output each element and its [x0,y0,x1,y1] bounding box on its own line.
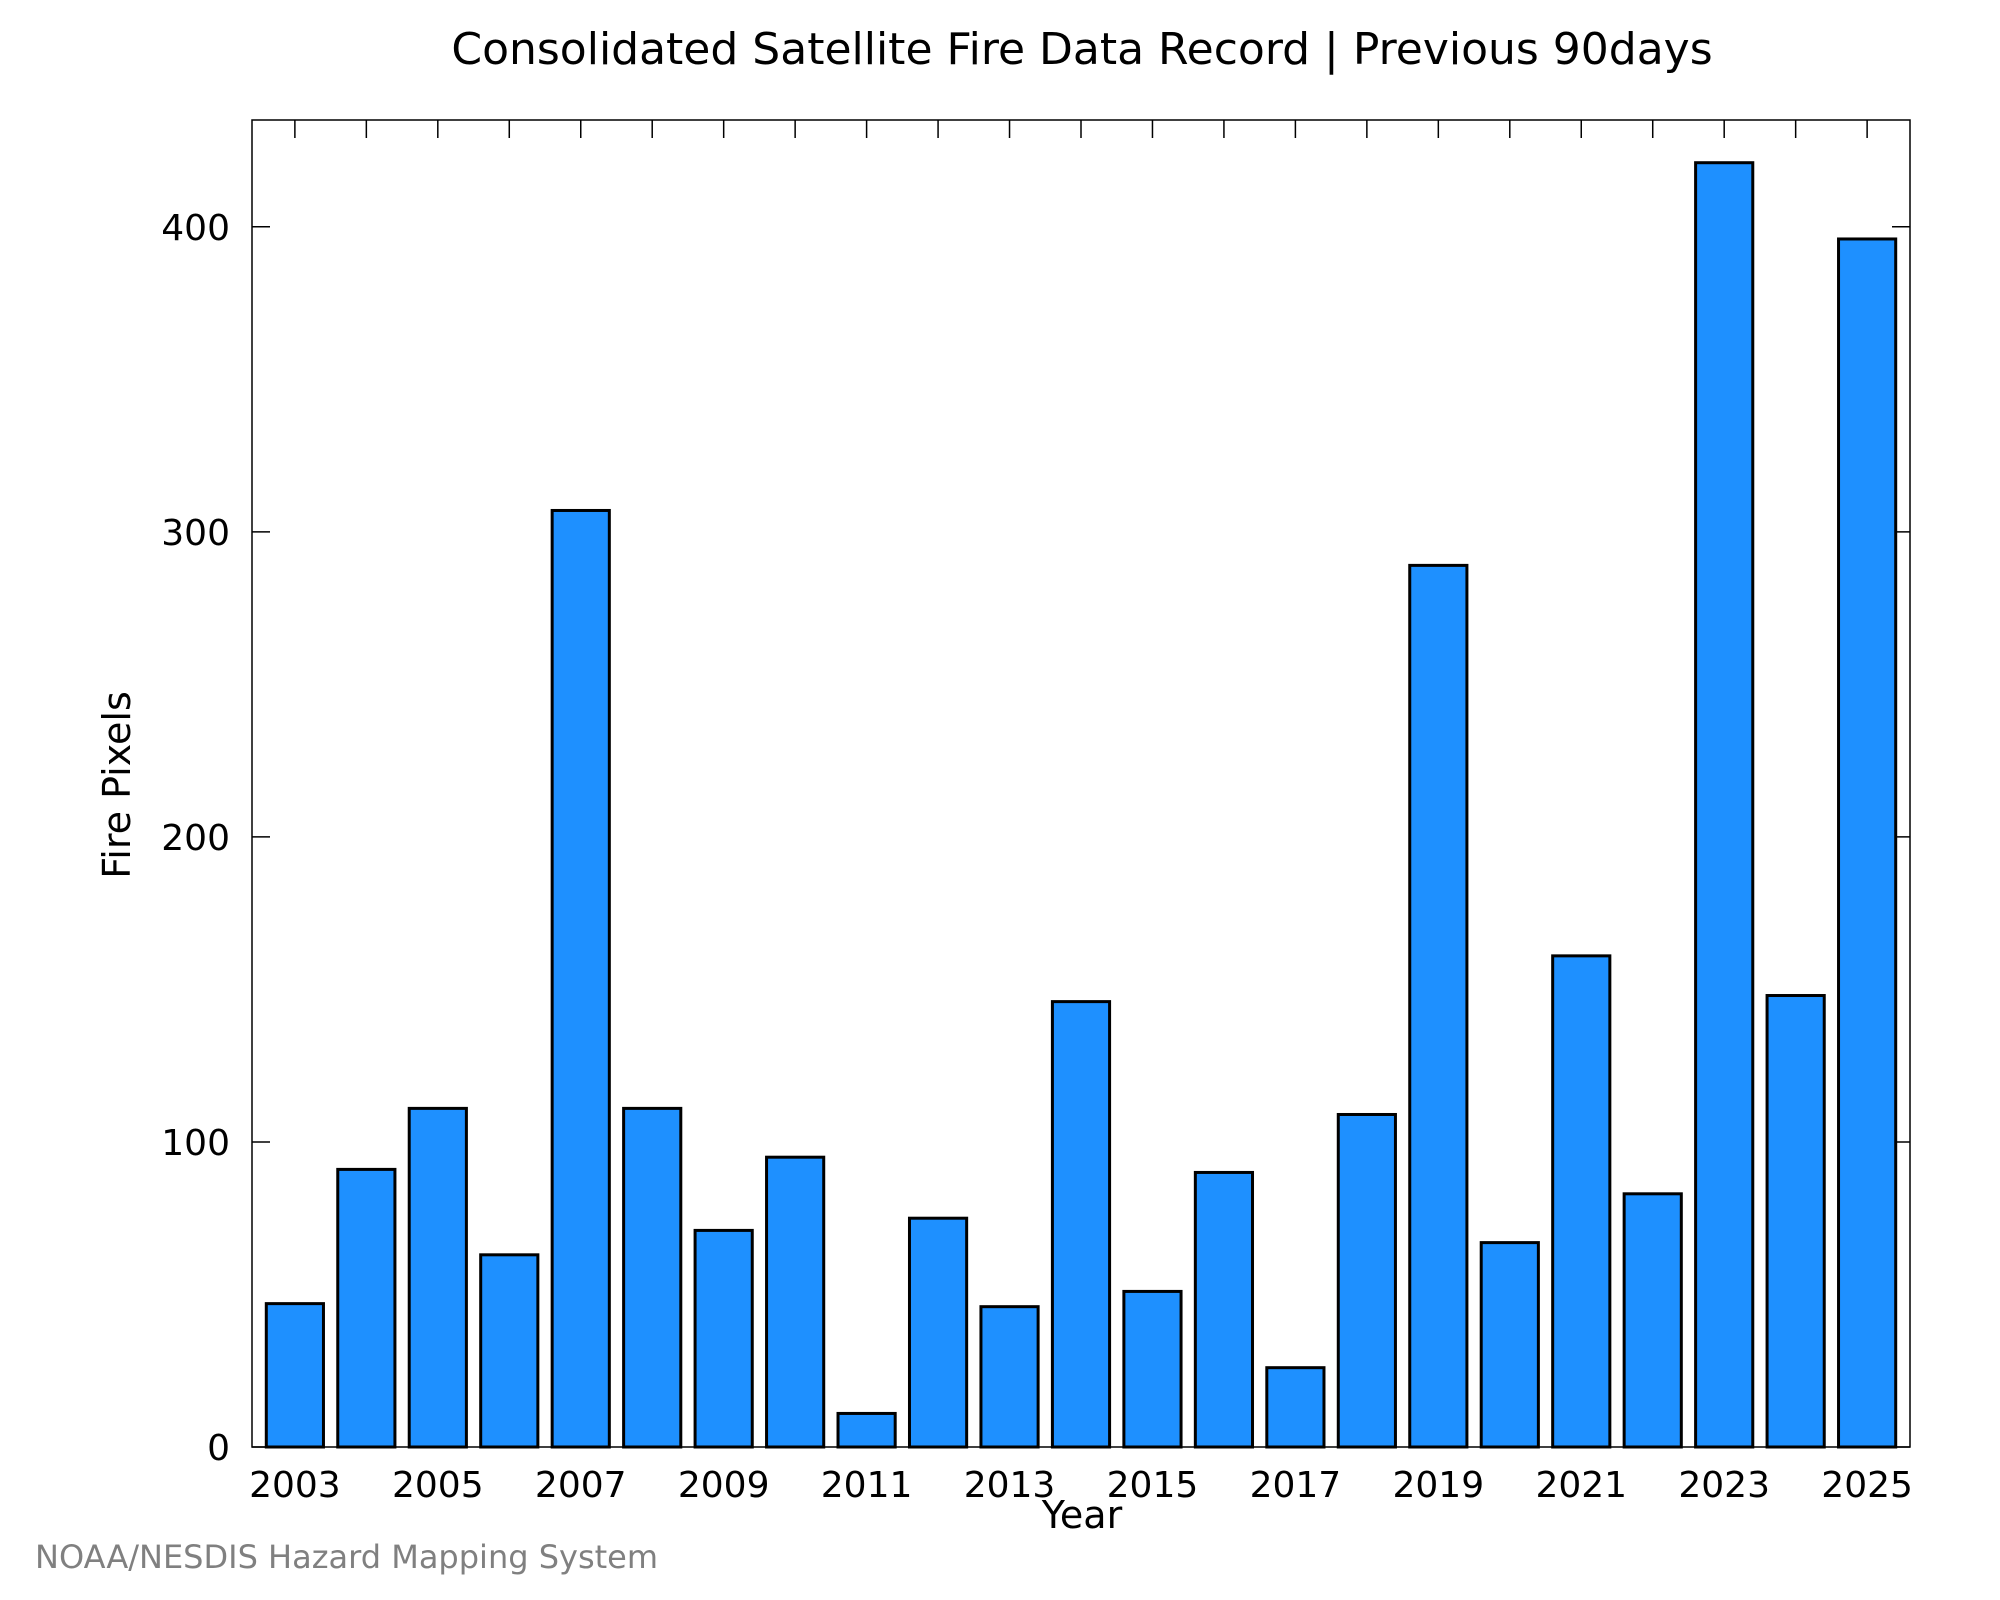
bar-2007 [550,508,611,1449]
y-tick-label: 100 [161,1123,230,1164]
y-axis-tick-labels: 0 100 200 300 400 [161,208,230,1469]
bar-2006 [479,1253,540,1449]
bar-2018 [1336,1112,1397,1449]
x-tick-label: 2015 [1107,1465,1199,1506]
bar-2003 [264,1302,325,1449]
bar-2017 [1265,1366,1326,1449]
bar-2025 [1837,237,1898,1449]
x-tick-label: 2009 [678,1465,770,1506]
x-axis-tick-labels: 2003 2005 2007 2009 2011 2013 2015 2017 2019 2021… [249,1465,1913,1506]
bar-2013 [979,1305,1040,1449]
bar-2004 [336,1167,397,1449]
x-tick-label: 2019 [1393,1465,1485,1506]
bars [264,161,1898,1449]
x-tick-label: 2017 [1250,1465,1342,1506]
bar-2024 [1765,994,1826,1449]
bar-2015 [1122,1289,1183,1449]
chart-title: Consolidated Satellite Fire Data Record … [451,24,1712,75]
bar-2010 [765,1155,826,1449]
bar-2008 [622,1106,683,1449]
x-tick-label: 2025 [1821,1465,1913,1506]
source-credit: NOAA/NESDIS Hazard Mapping System [35,1538,658,1576]
x-tick-label: 2011 [821,1465,913,1506]
bar-2011 [836,1411,897,1449]
bar-2021 [1551,954,1612,1449]
bar-2012 [907,1216,969,1449]
x-tick-label: 2003 [249,1465,341,1506]
bar-2009 [693,1228,754,1449]
x-tick-label: 2013 [964,1465,1056,1506]
bar-2019 [1408,563,1469,1449]
bar-2014 [1050,1000,1112,1449]
y-tick-label: 0 [207,1428,230,1469]
bar-2016 [1193,1170,1255,1449]
x-axis-label: Year [1041,1493,1123,1537]
bar-2022 [1622,1192,1683,1449]
bar-2023 [1694,161,1755,1449]
x-tick-label: 2023 [1678,1465,1770,1506]
bar-2005 [407,1106,468,1449]
y-tick-label: 400 [161,208,230,249]
y-tick-label: 200 [161,818,230,859]
x-tick-label: 2007 [535,1465,627,1506]
x-tick-label: 2021 [1535,1465,1627,1506]
x-tick-label: 2005 [392,1465,484,1506]
y-tick-label: 300 [161,513,230,554]
bar-2020 [1479,1241,1540,1449]
y-axis-label: Fire Pixels [95,691,139,879]
